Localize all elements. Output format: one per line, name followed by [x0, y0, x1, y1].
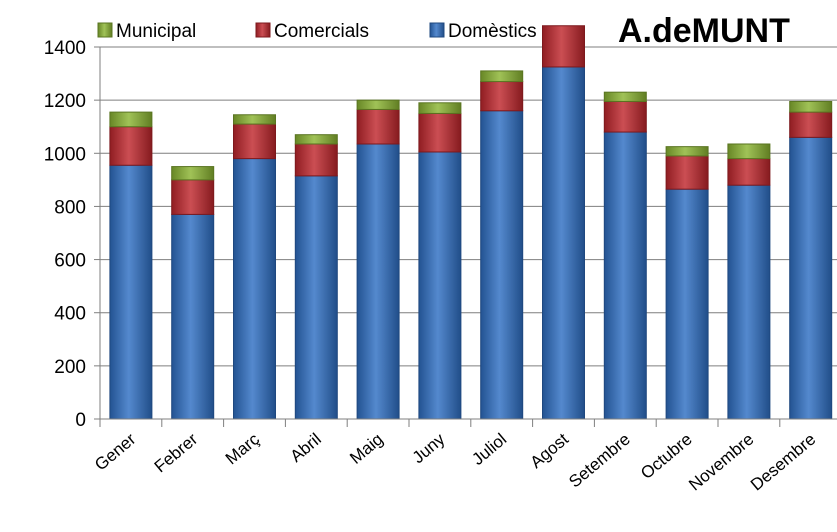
bar-domestics-setembre — [603, 131, 647, 420]
bars — [109, 25, 833, 420]
legend-label-domestics: Domèstics — [448, 21, 537, 42]
bar-domestics-abril — [294, 175, 338, 420]
bar-comercials-juliol — [480, 81, 524, 112]
bar-comercials-gener — [109, 126, 153, 166]
bar-comercials-maig — [356, 108, 400, 145]
bar-comercials-marc — [233, 123, 276, 160]
chart-title: A.deMUNT — [618, 12, 790, 50]
bar-comercials-setembre — [603, 100, 647, 133]
x-tick-label: Setembre — [565, 430, 634, 492]
x-tick-label: Octubre — [637, 430, 696, 483]
legend-swatch-municipal — [97, 22, 113, 38]
bar-municipal-gener — [109, 111, 153, 128]
bar-domestics-maig — [356, 143, 400, 420]
legend-swatch-domestics — [429, 22, 445, 38]
bar-municipal-maig — [356, 99, 400, 110]
y-tick-label: 200 — [54, 357, 86, 378]
x-tick-label: Febrer — [151, 429, 202, 476]
y-tick-label: 600 — [54, 251, 86, 272]
y-axis-ticks: 0 200 400 600 800 1000 1200 1400 — [44, 38, 86, 431]
bar-municipal-novembre — [727, 143, 771, 160]
y-tick-label: 1000 — [44, 144, 86, 165]
bar-municipal-juny — [418, 102, 462, 114]
y-tick-label: 1400 — [44, 38, 86, 59]
legend-swatch-comercials — [255, 22, 271, 38]
axes — [94, 46, 837, 427]
bar-comercials-juny — [418, 112, 462, 153]
bar-comercials-abril — [294, 143, 338, 177]
bar-municipal-octubre — [665, 146, 709, 157]
bar-domestics-juliol — [480, 110, 524, 420]
bar-comercials-novembre — [727, 158, 771, 186]
bar-municipal-marc — [233, 114, 276, 125]
legend: Municipal Comercials Domèstics — [97, 21, 537, 42]
bar-municipal-abril — [294, 134, 338, 145]
bar-comercials-agost — [542, 25, 585, 68]
y-tick-label: 0 — [75, 410, 86, 431]
x-axis-ticks: Gener Febrer Març Abril Maig Juny Juliol AgostS… — [91, 429, 819, 494]
x-tick-label: Gener — [91, 429, 140, 474]
bar-domestics-desembre — [789, 136, 833, 420]
bar-municipal-setembre — [603, 91, 647, 102]
x-tick-label: Juliol — [468, 430, 510, 469]
y-tick-label: 1200 — [44, 91, 86, 112]
bar-domestics-novembre — [727, 184, 771, 420]
legend-label-municipal: Municipal — [116, 21, 196, 42]
x-tick-label: Desembre — [747, 430, 819, 495]
bar-domestics-febrer — [171, 213, 215, 420]
x-tick-label: Març — [222, 429, 264, 468]
bar-domestics-marc — [233, 158, 276, 420]
bar-municipal-febrer — [171, 166, 215, 181]
bar-domestics-juny — [418, 151, 462, 420]
bar-domestics-octubre — [665, 188, 709, 420]
bar-comercials-octubre — [665, 155, 709, 190]
x-tick-label: Novembre — [685, 430, 757, 495]
bar-comercials-desembre — [789, 111, 833, 138]
gridlines — [100, 46, 837, 367]
x-tick-label: Abril — [287, 430, 325, 466]
bar-municipal-desembre — [789, 100, 833, 113]
x-tick-label: Juny — [409, 429, 449, 467]
bar-domestics-agost — [542, 66, 585, 420]
x-tick-label: Maig — [346, 430, 386, 468]
y-tick-label: 800 — [54, 197, 86, 218]
bar-municipal-juliol — [480, 70, 524, 83]
bar-domestics-gener — [109, 164, 153, 420]
bar-comercials-febrer — [171, 179, 215, 215]
x-tick-label: Agost — [527, 429, 573, 472]
y-tick-label: 400 — [54, 304, 86, 325]
legend-label-comercials: Comercials — [274, 21, 369, 42]
